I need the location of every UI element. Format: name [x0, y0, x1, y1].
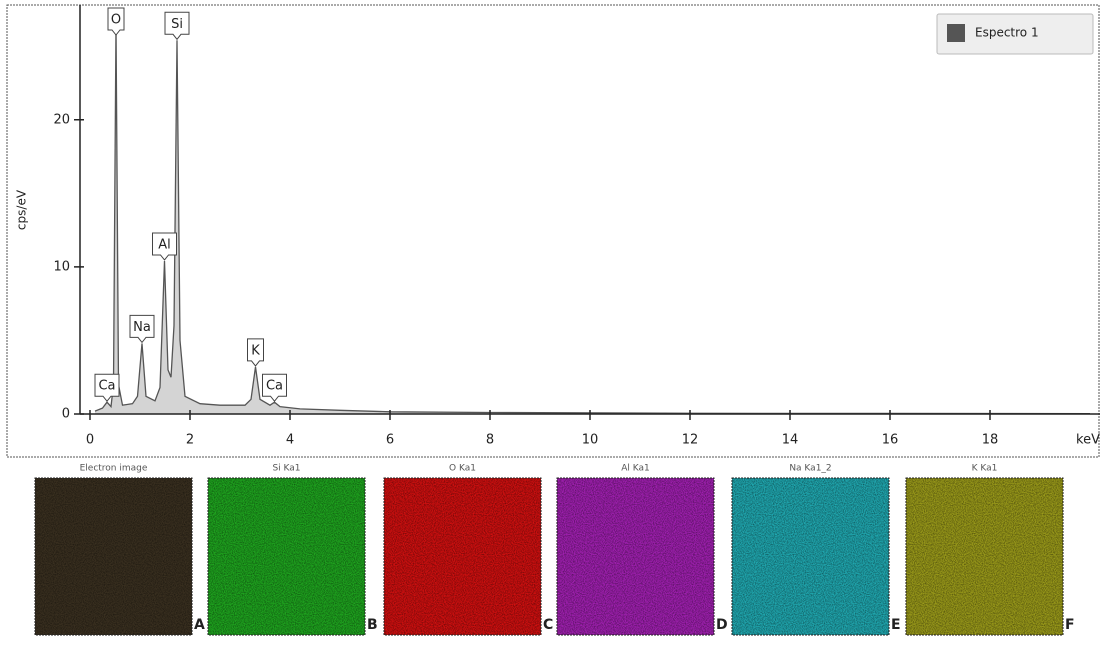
map-letter: D — [716, 617, 728, 633]
legend-swatch — [947, 24, 965, 42]
map-title: O Ka1 — [449, 464, 476, 474]
peak-label: O — [111, 13, 121, 28]
map-texture — [384, 478, 541, 635]
map-title: Si Ka1 — [272, 464, 300, 474]
peak-label: Ca — [266, 379, 283, 394]
map-title: Na Ka1_2 — [789, 464, 831, 474]
map-texture — [35, 478, 192, 635]
map-letter: C — [543, 617, 553, 633]
legend-label: Espectro 1 — [975, 26, 1039, 40]
page: cps/eV keV Espectro 1 0 10 20 0 2 4 6 8 10 12 14 16… — [0, 0, 1100, 645]
x-tick-label: 4 — [286, 433, 294, 448]
x-tick-label: 16 — [882, 433, 899, 448]
element-map: Si Ka1 B — [208, 464, 378, 636]
element-map: O Ka1 C — [384, 464, 553, 636]
map-texture — [208, 478, 365, 635]
element-map: K Ka1 F — [906, 464, 1075, 636]
map-title: K Ka1 — [972, 464, 998, 474]
map-title: Al Ka1 — [621, 464, 650, 474]
map-letter: E — [891, 617, 901, 633]
y-axis-label: cps/eV — [15, 189, 29, 230]
map-letter: F — [1065, 617, 1075, 633]
chart: cps/eV keV Espectro 1 0 10 20 0 2 4 6 8 10 12 14 16… — [0, 0, 1100, 645]
x-tick-label: 10 — [582, 433, 599, 448]
y-tick-label: 20 — [53, 112, 70, 127]
x-tick-label: 2 — [186, 433, 194, 448]
peak-label: Si — [171, 17, 183, 32]
map-texture — [732, 478, 889, 635]
peak-label: Al — [158, 237, 171, 252]
map-letter: B — [367, 617, 378, 633]
x-axis-label: keV — [1076, 433, 1100, 448]
x-tick-label: 12 — [682, 433, 699, 448]
map-letter: A — [194, 617, 205, 633]
x-tick-label: 14 — [782, 433, 799, 448]
x-tick-label: 0 — [86, 433, 94, 448]
x-tick-label: 18 — [982, 433, 999, 448]
peak-label: K — [251, 343, 260, 358]
element-map: Electron image A — [35, 464, 205, 636]
y-tick-label: 0 — [62, 407, 70, 422]
map-texture — [557, 478, 714, 635]
map-title: Electron image — [80, 464, 148, 474]
map-texture — [906, 478, 1063, 635]
y-tick-label: 10 — [53, 259, 70, 274]
element-map: Al Ka1 D — [557, 464, 728, 636]
x-tick-label: 6 — [386, 433, 394, 448]
peak-label: Ca — [98, 379, 115, 394]
element-map: Na Ka1_2 E — [732, 464, 901, 636]
legend[interactable]: Espectro 1 — [937, 14, 1093, 54]
x-tick-label: 8 — [486, 433, 494, 448]
peak-label: Na — [133, 320, 151, 335]
